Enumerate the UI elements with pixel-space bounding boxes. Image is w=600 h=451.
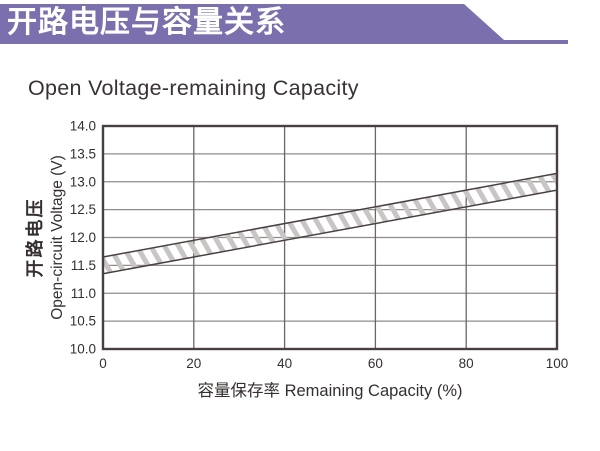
voltage-capacity-chart: 14.0 13.5 13.0 12.5 12.0 11.5 11.0 10.5 10.00 20 4… xyxy=(24,119,569,401)
x-tick-label: 40 xyxy=(277,356,292,371)
x-tick-label: 80 xyxy=(459,356,474,371)
y-axis-label-cn: 开路电压 xyxy=(24,198,45,278)
x-tick-label: 100 xyxy=(546,356,569,371)
x-tick-label: 60 xyxy=(368,356,383,371)
y-tick-label: 10.0 xyxy=(70,342,96,357)
header-banner: 开路电压与容量关系 xyxy=(0,4,568,44)
y-tick-label: 12.5 xyxy=(70,202,96,217)
y-tick-label: 11.5 xyxy=(71,258,96,273)
y-tick-label: 12.0 xyxy=(70,230,96,245)
chart-title: Open Voltage-remaining Capacity xyxy=(28,76,359,100)
header-title: 开路电压与容量关系 xyxy=(7,6,286,39)
plot-border xyxy=(101,124,559,351)
voltage-band-lower-line xyxy=(102,189,558,275)
y-tick-label: 10.5 xyxy=(70,314,96,329)
y-tick-label: 13.0 xyxy=(70,174,96,189)
x-tick-label: 20 xyxy=(186,356,201,371)
y-tick-label: 13.5 xyxy=(70,146,96,161)
voltage-band-upper-line xyxy=(102,172,558,258)
y-axis-label-en: Open-circuit Voltage (V) xyxy=(49,155,66,320)
voltage-band-fill xyxy=(103,173,557,274)
y-tick-label: 11.0 xyxy=(71,286,96,301)
y-tick-label: 14.0 xyxy=(70,119,96,134)
x-axis-label: 容量保存率 Remaining Capacity (%) xyxy=(198,381,463,400)
x-tick-label: 0 xyxy=(99,356,107,371)
